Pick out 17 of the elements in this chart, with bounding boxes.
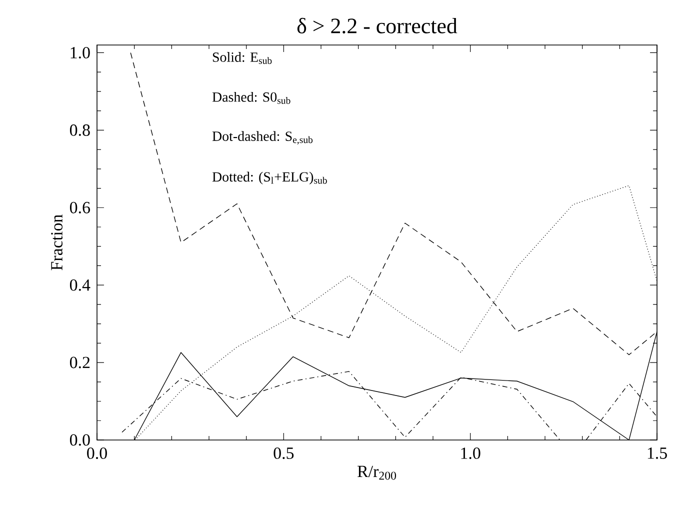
y-tick-label: 0.2 xyxy=(70,356,90,368)
annotation: Dashed: S0$_{sub}$ xyxy=(212,92,290,104)
y-tick-label: 0.0 xyxy=(70,434,90,446)
y-axis-title: Fraction xyxy=(51,214,62,270)
x-tick-label: 1.5 xyxy=(648,447,667,459)
x-axis-title: R/r$_{200}$ xyxy=(358,466,396,480)
x-tick-label: 0.0 xyxy=(87,447,107,459)
y-tick-label: 0.6 xyxy=(70,202,90,214)
x-tick-label: 0.5 xyxy=(274,447,294,459)
y-tick-label: 0.4 xyxy=(70,279,90,291)
y-tick-label: 0.8 xyxy=(70,124,90,136)
annotation: Dotted: (S$_{l}$+ELG)$_{sub}$ xyxy=(212,172,327,184)
chart-title: δ > 2.2 - corrected xyxy=(297,18,458,34)
annotation: Solid: E$_{sub}$ xyxy=(212,52,272,64)
annotation: Dot-dashed: S$_{e,sub}$ xyxy=(212,131,313,144)
x-tick-label: 1.0 xyxy=(461,447,480,459)
y-tick-label: 1.0 xyxy=(70,46,90,58)
